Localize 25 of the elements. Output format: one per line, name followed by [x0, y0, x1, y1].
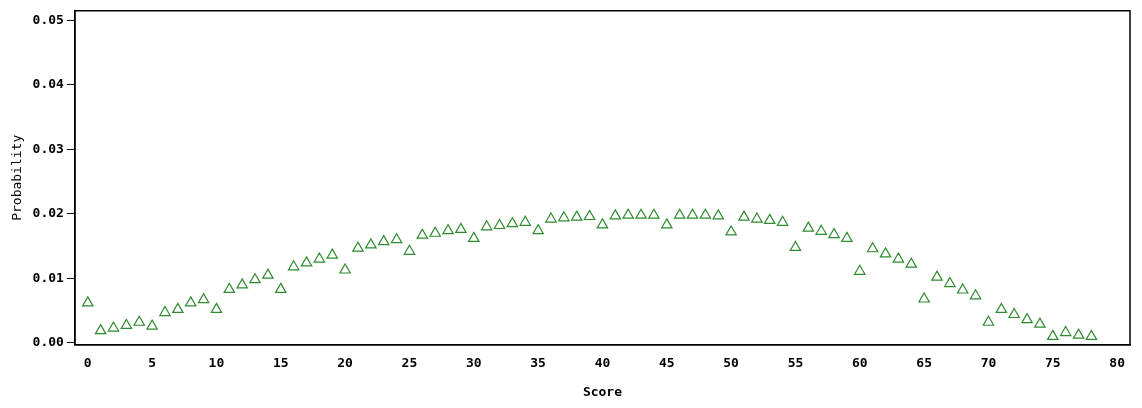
y-tick-label: 0.05	[32, 11, 64, 27]
y-axis-title: Probability	[9, 134, 25, 221]
x-tick-label: 35	[530, 354, 546, 370]
x-tick-label: 65	[916, 354, 932, 370]
x-tick-label: 45	[658, 354, 675, 370]
x-tick-label: 10	[208, 354, 225, 370]
x-tick-label: 20	[337, 354, 354, 370]
x-tick-label: 50	[723, 354, 740, 370]
x-tick-label: 55	[787, 354, 804, 370]
y-tick-label: 0.01	[32, 269, 65, 285]
x-tick-label: 70	[980, 354, 997, 370]
y-tick-label: 0.04	[32, 76, 65, 92]
x-tick-label: 80	[1109, 354, 1126, 370]
x-tick-label: 25	[401, 354, 418, 370]
x-tick-label: 40	[594, 354, 611, 370]
x-tick-label: 60	[851, 354, 868, 370]
x-tick-label: 0	[83, 354, 92, 370]
y-tick-label: 0.03	[32, 140, 64, 156]
x-tick-label: 15	[272, 354, 289, 370]
y-tick-label: 0.00	[32, 334, 65, 350]
x-tick-label: 75	[1044, 354, 1061, 370]
x-tick-label: 5	[148, 354, 157, 370]
x-axis-title: Score	[582, 383, 623, 399]
y-tick-label: 0.02	[32, 205, 64, 221]
x-tick-label: 30	[465, 354, 482, 370]
